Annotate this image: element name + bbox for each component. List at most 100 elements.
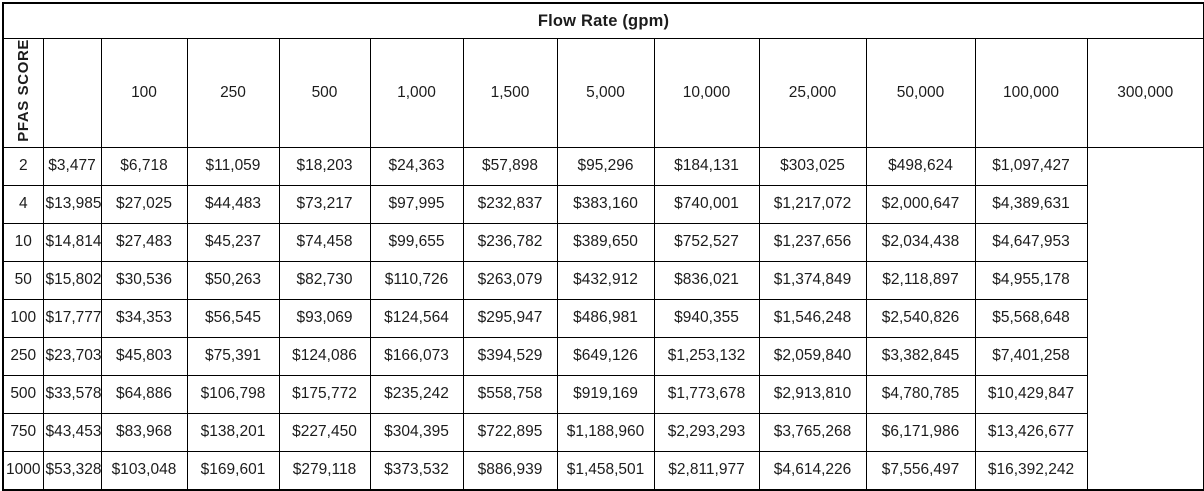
cost-cell: $106,798: [186, 374, 280, 414]
pfas-score-axis-label: PFAS SCORE: [14, 39, 32, 142]
cost-cell: $1,237,656: [758, 222, 867, 262]
cost-cell: $432,912: [556, 260, 655, 300]
cost-cell: $53,328: [42, 450, 102, 491]
cost-cell: $11,059: [186, 146, 280, 186]
table-row: 750 $43,453 $83,968 $138,201 $227,450 $304,39…: [2, 412, 1204, 452]
cost-cell: $4,647,953: [974, 222, 1088, 262]
cost-cell: $1,458,501: [556, 450, 655, 491]
cost-cell: $169,601: [186, 450, 280, 491]
flow-rate-column-header: 1,500: [462, 38, 558, 148]
cost-cell: $4,955,178: [974, 260, 1088, 300]
cost-cell: $373,532: [369, 450, 464, 491]
column-header-row: PFAS SCORE 100 250 500 1,000 1,500 5,000 10,00…: [2, 38, 1204, 148]
table-row: 2 $3,477 $6,718 $11,059 $18,203 $24,363 $57,89…: [2, 146, 1204, 186]
cost-cell: $18,203: [278, 146, 371, 186]
cost-cell: $2,118,897: [865, 260, 976, 300]
pfas-score-value: 50: [2, 260, 44, 300]
cost-cell: $45,803: [100, 336, 188, 376]
table-row: 50 $15,802 $30,536 $50,263 $82,730 $110,726 $2…: [2, 260, 1204, 300]
table-row: 10 $14,814 $27,483 $45,237 $74,458 $99,655 $23…: [2, 222, 1204, 262]
cost-cell: $752,527: [653, 222, 760, 262]
flow-rate-column-header: 10,000: [653, 38, 760, 148]
cost-cell: $93,069: [278, 298, 371, 338]
cost-cell: $1,097,427: [974, 146, 1088, 186]
cost-cell: $14,814: [42, 222, 102, 262]
table-title-row: Flow Rate (gpm): [2, 2, 1204, 39]
cost-cell: $124,564: [369, 298, 464, 338]
cost-cell: $82,730: [278, 260, 371, 300]
flow-rate-column-header: 1,000: [369, 38, 464, 148]
cost-cell: $83,968: [100, 412, 188, 452]
cost-cell: $13,426,677: [974, 412, 1088, 452]
cost-cell: $56,545: [186, 298, 280, 338]
pfas-score-value: 1000: [2, 450, 44, 491]
cost-cell: $44,483: [186, 184, 280, 224]
cost-cell: $3,765,268: [758, 412, 867, 452]
cost-cell: $886,939: [462, 450, 558, 491]
cost-cell: $73,217: [278, 184, 371, 224]
cost-cell: $184,131: [653, 146, 760, 186]
cost-cell: $940,355: [653, 298, 760, 338]
cost-cell: $124,086: [278, 336, 371, 376]
cost-cell: $389,650: [556, 222, 655, 262]
cost-cell: $45,237: [186, 222, 280, 262]
cost-cell: $1,217,072: [758, 184, 867, 224]
cost-cell: $558,758: [462, 374, 558, 414]
flow-rate-column-header: 25,000: [758, 38, 867, 148]
flow-rate-column-header: 100,000: [974, 38, 1088, 148]
cost-cell: $75,391: [186, 336, 280, 376]
cost-cell: $97,995: [369, 184, 464, 224]
cost-cell: $279,118: [278, 450, 371, 491]
pfas-score-value: 100: [2, 298, 44, 338]
cost-cell: $16,392,242: [974, 450, 1088, 491]
pfas-score-value: 750: [2, 412, 44, 452]
cost-cell: $2,293,293: [653, 412, 760, 452]
cost-cell: $498,624: [865, 146, 976, 186]
cost-cell: $919,169: [556, 374, 655, 414]
cost-cell: $4,389,631: [974, 184, 1088, 224]
pfas-score-axis-cell: PFAS SCORE: [2, 38, 44, 148]
cost-cell: $30,536: [100, 260, 188, 300]
cost-cell: $64,886: [100, 374, 188, 414]
cost-cell: $33,578: [42, 374, 102, 414]
flow-rate-column-header: 50,000: [865, 38, 976, 148]
table-row: 100 $17,777 $34,353 $56,545 $93,069 $124,564 $…: [2, 298, 1204, 338]
cost-cell: $1,773,678: [653, 374, 760, 414]
cost-cell: $1,546,248: [758, 298, 867, 338]
cost-cell: $383,160: [556, 184, 655, 224]
cost-cell: $227,450: [278, 412, 371, 452]
cost-cell: $295,947: [462, 298, 558, 338]
cost-cell: $235,242: [369, 374, 464, 414]
cost-cell: $3,477: [42, 146, 102, 186]
cost-cell: $166,073: [369, 336, 464, 376]
cost-cell: $103,048: [100, 450, 188, 491]
cost-cell: $13,985: [42, 184, 102, 224]
table-row: 250 $23,703 $45,803 $75,391 $124,086 $166,073…: [2, 336, 1204, 376]
cost-cell: $2,000,647: [865, 184, 976, 224]
pfas-score-value: 4: [2, 184, 44, 224]
cost-cell: $836,021: [653, 260, 760, 300]
table-row: 4 $13,985 $27,025 $44,483 $73,217 $97,995 $232…: [2, 184, 1204, 224]
cost-cell: $3,382,845: [865, 336, 976, 376]
cost-cell: $1,374,849: [758, 260, 867, 300]
cost-cell: $722,895: [462, 412, 558, 452]
cost-cell: $232,837: [462, 184, 558, 224]
cost-cell: $4,780,785: [865, 374, 976, 414]
cost-cell: $23,703: [42, 336, 102, 376]
cost-cell: $24,363: [369, 146, 464, 186]
table-title: Flow Rate (gpm): [2, 2, 1204, 39]
cost-cell: $486,981: [556, 298, 655, 338]
cost-cell: $236,782: [462, 222, 558, 262]
cost-cell: $15,802: [42, 260, 102, 300]
cost-cell: $175,772: [278, 374, 371, 414]
cost-cell: $7,556,497: [865, 450, 976, 491]
cost-cell: $27,483: [100, 222, 188, 262]
cost-cell: $74,458: [278, 222, 371, 262]
cost-cell: $17,777: [42, 298, 102, 338]
flow-rate-column-header: 250: [186, 38, 280, 148]
cost-cell: $2,913,810: [758, 374, 867, 414]
cost-cell: $2,811,977: [653, 450, 760, 491]
cost-cell: $2,034,438: [865, 222, 976, 262]
